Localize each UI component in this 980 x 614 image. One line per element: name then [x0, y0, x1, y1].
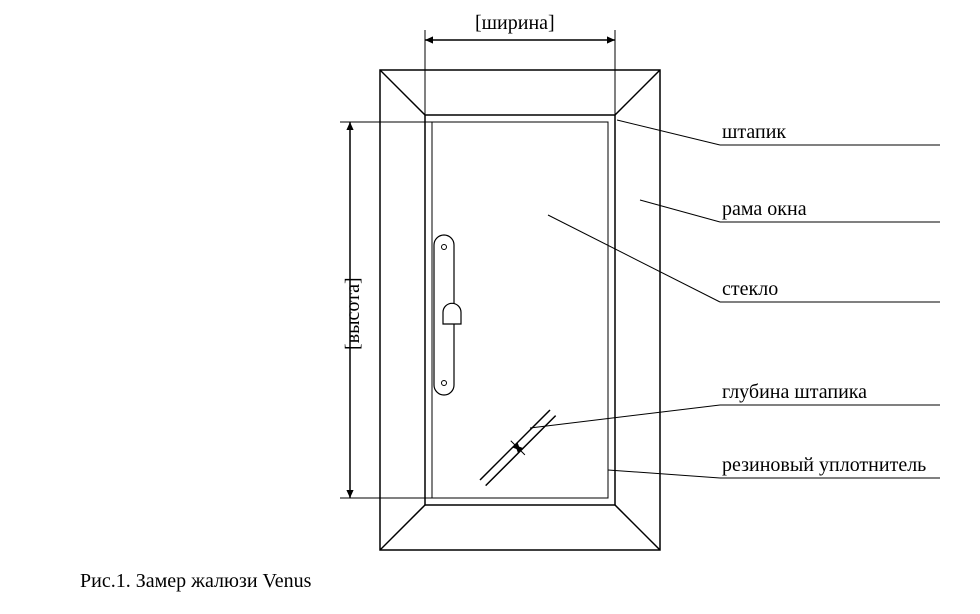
height-dimension-label: [высота] [342, 277, 365, 350]
diagram-svg [0, 0, 980, 614]
callout-label-frame: рама окна [722, 198, 807, 221]
callout-label-shtapik: штапик [722, 121, 786, 144]
width-dimension-label: [ширина] [475, 12, 555, 35]
figure-caption: Рис.1. Замер жалюзи Venus [80, 570, 311, 593]
callout-label-depth: глубина штапика [722, 381, 867, 404]
callout-label-seal: резиновый уплотнитель [722, 454, 926, 477]
callout-label-glass: стекло [722, 278, 778, 301]
